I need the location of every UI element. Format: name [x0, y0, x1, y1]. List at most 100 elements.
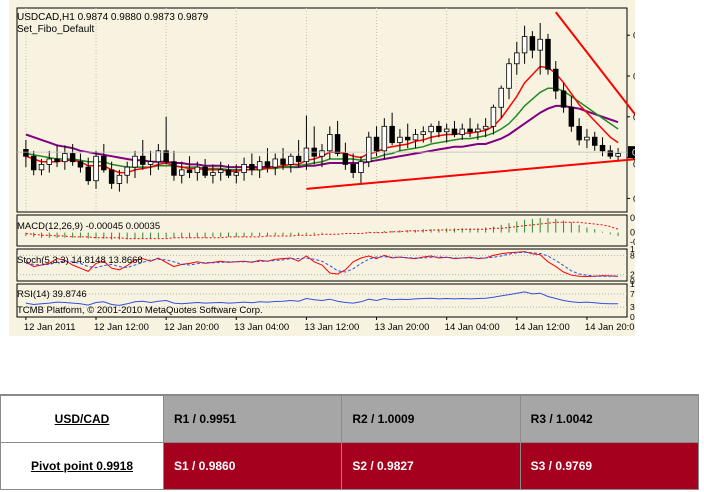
macd-scale-label: -0.00156	[630, 237, 635, 247]
table-top-rule	[0, 394, 699, 395]
candle-body	[295, 155, 302, 163]
rsi-scale-label: 30	[630, 302, 635, 312]
macd-signal-line	[25, 221, 619, 240]
candle-body	[443, 128, 450, 133]
candle-body	[256, 161, 263, 171]
candle-body	[482, 125, 489, 130]
rsi-scale-label: 100	[630, 279, 635, 289]
candle-body	[404, 136, 411, 141]
s1-cell: S1 / 0.9860	[162, 442, 343, 490]
price-tick-label: 0.9965	[633, 31, 635, 42]
current-price-box	[628, 146, 635, 159]
candle-body	[54, 158, 60, 163]
candle-body	[506, 63, 512, 89]
r3-cell: R3 / 1.0042	[519, 395, 700, 443]
candle-body	[451, 128, 458, 135]
candle-body	[140, 155, 146, 165]
candle-body	[179, 169, 185, 176]
candle-body	[529, 36, 536, 51]
pivot-table: USD/CAD R1 / 0.9951 R2 / 1.0009 R3 / 1.0…	[0, 395, 700, 490]
candle-body	[77, 161, 84, 168]
resistance-row: USD/CAD R1 / 0.9951 R2 / 1.0009 R3 / 1.0…	[0, 395, 700, 443]
r2-cell: R2 / 1.0009	[341, 395, 521, 443]
trendline	[306, 158, 635, 190]
candle-body	[334, 134, 341, 154]
candle-body	[381, 125, 388, 152]
candle-body	[241, 163, 247, 173]
candle-body	[69, 153, 76, 163]
candle-body	[521, 36, 528, 54]
candle-body	[459, 128, 465, 135]
candle-body	[46, 158, 53, 165]
candle-body	[397, 136, 403, 144]
price-tick-label: 0.9845	[633, 194, 635, 205]
candle-body	[147, 161, 154, 165]
candle-body	[93, 155, 99, 182]
candle-body	[280, 158, 286, 165]
candle-body	[30, 155, 37, 171]
candle-body	[568, 106, 575, 127]
candle-body	[202, 166, 208, 176]
time-tick-label: 13 Jan 12:00	[304, 322, 359, 333]
candle-body	[194, 166, 201, 173]
candle-body	[358, 161, 364, 173]
candle-body	[389, 125, 395, 144]
candle-body	[210, 172, 216, 176]
candle-body	[342, 153, 349, 165]
price-chart: 0.9965 0.9935 0.9905 0.9875 0.9845 0.98750.98…	[9, 0, 635, 336]
price-tick-label: 0.9905	[633, 112, 635, 123]
candle-body	[467, 128, 473, 133]
pane-frame-rsi	[16, 283, 628, 318]
chart-svg: 0.9965 0.9935 0.9905 0.9875 0.9845 0.98750.98…	[9, 0, 635, 336]
candle-body	[38, 163, 45, 171]
stoch-scale-label: 100	[630, 244, 635, 254]
symbol-line: USDCAD,H1 0.9874 0.9880 0.9873 0.9879	[17, 12, 209, 23]
candle-body	[498, 87, 504, 108]
candle-body	[327, 134, 333, 152]
candle-body	[475, 128, 481, 133]
candle-body	[599, 144, 606, 152]
candle-body	[490, 106, 497, 127]
stoch-scale-label: 80	[630, 250, 635, 260]
candle-body	[607, 150, 614, 157]
rsi-scale-label: 0	[630, 312, 635, 322]
candle-body	[553, 68, 559, 92]
candle-body	[560, 90, 567, 108]
template-name: Set_Fibo_Default	[17, 24, 94, 35]
candle-body	[233, 172, 240, 176]
time-tick-label: 14 Jan 20:00	[585, 322, 635, 333]
pivot-point-label: Pivot point 0.9918	[0, 442, 164, 490]
support-row: Pivot point 0.9918 S1 / 0.9860 S2 / 0.98…	[0, 442, 700, 490]
candle-body	[108, 169, 115, 184]
stoch-scale-label: 0	[630, 276, 635, 286]
macd-label: MACD(12,26,9) -0.00045 0.00035	[17, 221, 160, 232]
s2-cell: S2 / 0.9827	[341, 442, 521, 490]
candle-body	[225, 169, 232, 176]
s3-cell: S3 / 0.9769	[519, 442, 700, 490]
candle-body	[576, 125, 582, 141]
candle-body	[428, 125, 434, 133]
candle-body	[615, 153, 621, 157]
candle-body	[171, 161, 177, 176]
time-tick-label: 12 Jan 12:00	[94, 322, 149, 333]
candle-body	[116, 174, 123, 184]
pane-frame-main	[16, 7, 628, 213]
candle-body	[62, 153, 68, 163]
copyright-notice: TCMB Platform, © 2001-2010 MetaQuotes So…	[17, 305, 263, 316]
macd-scale-label: 0.00	[630, 228, 635, 238]
current-price-label: 0.9879	[632, 148, 635, 159]
candle-body	[319, 150, 325, 157]
candle-body	[217, 169, 224, 173]
trendline	[554, 11, 635, 116]
candle-body	[537, 38, 543, 51]
pane-frame-stoch	[16, 248, 628, 282]
candle-body	[124, 166, 130, 176]
candle-body	[303, 147, 310, 163]
candle-body	[545, 38, 551, 70]
candle-body	[264, 161, 271, 168]
candle-body	[584, 136, 590, 141]
candle-body	[436, 125, 442, 133]
rsi-line	[25, 291, 619, 306]
stoch-scale-label: 20	[630, 270, 635, 280]
pane-frame-macd	[16, 214, 628, 247]
